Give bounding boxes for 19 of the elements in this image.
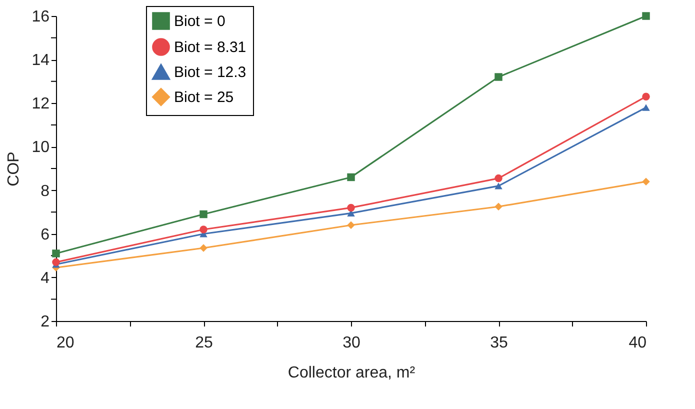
x-axis-title: Collector area, m²: [288, 364, 416, 382]
x-tick-label: 35: [490, 334, 508, 352]
y-tick-label: 4: [40, 270, 50, 287]
y-tick-label: 8: [40, 182, 50, 200]
y-tick-label: 14: [32, 52, 50, 70]
y-tick-label: 2: [40, 314, 50, 330]
x-tick-label: 40: [628, 334, 647, 352]
y-tick-label: 6: [40, 226, 50, 244]
y-axis-title: COP: [6, 152, 23, 186]
x-tick-label: 20: [56, 334, 74, 352]
legend-label: Biot = 25: [174, 89, 234, 106]
legend-label: Biot = 0: [174, 13, 226, 30]
legend-label: Biot = 8.31: [174, 39, 246, 56]
y-tick-label: 12: [32, 96, 50, 113]
x-tick-label: 30: [342, 334, 360, 352]
y-tick-label: 16: [32, 8, 50, 26]
x-tick-label: 25: [195, 334, 213, 352]
y-tick-label: 10: [32, 139, 50, 156]
legend-label: Biot = 12.3: [174, 64, 246, 81]
